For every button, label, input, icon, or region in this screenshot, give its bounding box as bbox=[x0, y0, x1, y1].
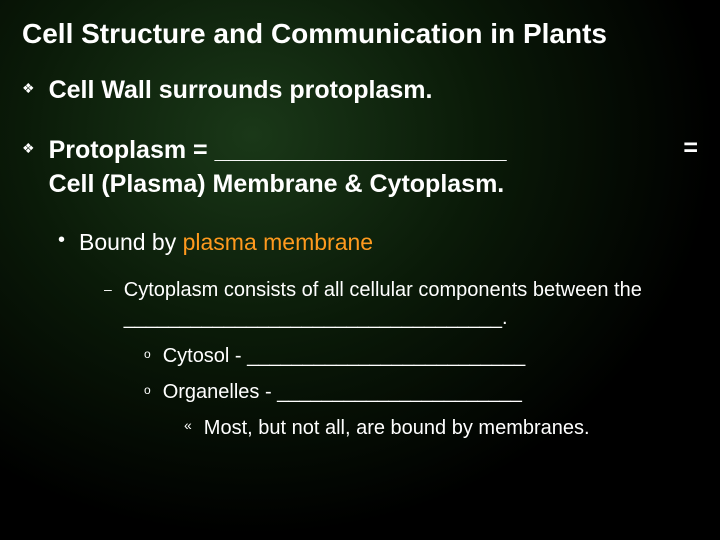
item-2-line2: Cell (Plasma) Membrane & Cytoplasm. bbox=[49, 170, 505, 198]
bullet-item-1: ❖ Cell Wall surrounds protoplasm. bbox=[22, 74, 698, 108]
item-5-text: Cytosol - _________________________ bbox=[163, 342, 526, 370]
bullet-item-4: – Cytoplasm consists of all cellular com… bbox=[104, 276, 698, 332]
circle-bullet-icon: o bbox=[144, 347, 151, 361]
item-7-text: Most, but not all, are bound by membrane… bbox=[204, 414, 590, 442]
bullet-item-7: « Most, but not all, are bound by membra… bbox=[184, 414, 698, 442]
item-3-highlight: plasma membrane bbox=[183, 229, 373, 255]
bullet-item-5: o Cytosol - _________________________ bbox=[144, 342, 698, 370]
bullet-item-6: o Organelles - ______________________ bbox=[144, 378, 698, 406]
dquote-bullet-icon: « bbox=[184, 417, 192, 433]
item-3-prefix: Bound by bbox=[79, 229, 183, 255]
item-4-text: Cytoplasm consists of all cellular compo… bbox=[124, 276, 698, 332]
item-2-line1: Protoplasm = _____________________ bbox=[49, 136, 507, 164]
item-6-text: Organelles - ______________________ bbox=[163, 378, 522, 406]
dot-bullet-icon: • bbox=[58, 229, 65, 252]
item-1-text: Cell Wall surrounds protoplasm. bbox=[49, 74, 698, 108]
dash-bullet-icon: – bbox=[104, 281, 112, 297]
diamond-bullet-icon: ❖ bbox=[22, 140, 35, 157]
slide-content: ❖ Cell Wall surrounds protoplasm. ❖ Prot… bbox=[0, 50, 720, 442]
bullet-item-2: ❖ Protoplasm = _____________________ Cel… bbox=[22, 134, 698, 202]
item-3-text: Bound by plasma membrane bbox=[79, 227, 373, 258]
slide-title: Cell Structure and Communication in Plan… bbox=[0, 0, 720, 50]
diamond-bullet-icon: ❖ bbox=[22, 80, 35, 97]
item-2-text: Protoplasm = _____________________ Cell … bbox=[49, 134, 676, 202]
item-2-equals: = bbox=[683, 134, 698, 163]
circle-bullet-icon: o bbox=[144, 383, 151, 397]
bullet-item-3: • Bound by plasma membrane bbox=[58, 227, 698, 258]
